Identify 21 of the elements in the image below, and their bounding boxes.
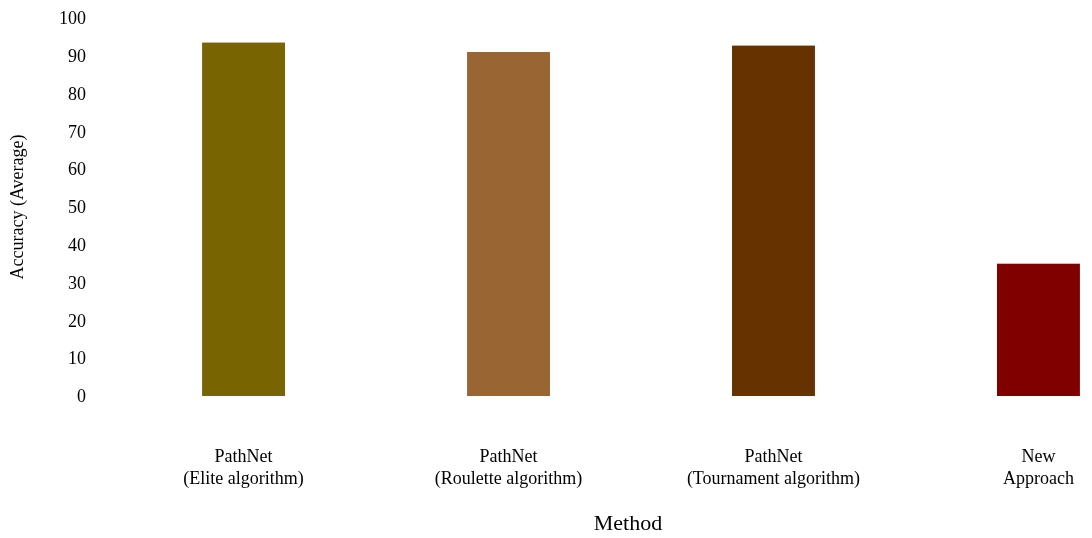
- x-tick-label: PathNet (Roulette algorithm): [434, 446, 583, 489]
- bar: [467, 52, 550, 396]
- y-tick-label: 70: [68, 121, 86, 142]
- x-tick-label: New Approach: [1002, 446, 1074, 488]
- y-tick-label: 60: [68, 159, 86, 180]
- x-tick-label: PathNet (Elite algorithm): [183, 446, 304, 489]
- y-tick-label: 80: [68, 83, 86, 104]
- y-tick-label: 40: [68, 235, 86, 256]
- y-tick-label: 0: [77, 386, 86, 407]
- y-tick-label: 30: [68, 272, 86, 293]
- bar: [202, 42, 286, 396]
- bar: [996, 263, 1080, 396]
- y-tick-label: 100: [59, 8, 86, 29]
- y-tick-label: 90: [68, 46, 86, 67]
- y-axis-title: Accuracy (Average): [7, 134, 28, 280]
- y-tick-label: 10: [68, 348, 86, 369]
- x-tick-label: PathNet (Tournament algorithm): [686, 446, 861, 489]
- x-axis-title: Method: [593, 510, 663, 535]
- y-tick-label: 50: [68, 197, 86, 218]
- y-tick-label: 20: [68, 310, 86, 331]
- bar: [732, 45, 815, 396]
